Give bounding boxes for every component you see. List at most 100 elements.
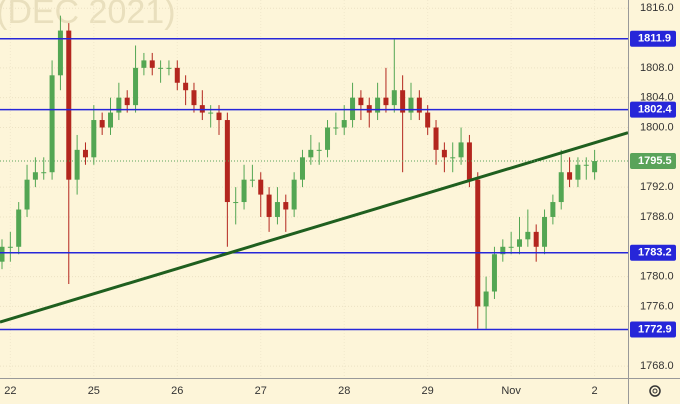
candle-body bbox=[41, 172, 47, 174]
candle-body bbox=[308, 149, 314, 158]
y-tick-label: 1800.0 bbox=[640, 121, 674, 133]
candle-body bbox=[425, 112, 431, 128]
candle-body bbox=[450, 157, 456, 159]
gear[interactable] bbox=[649, 385, 661, 397]
candle-body bbox=[341, 120, 347, 128]
candle-body bbox=[483, 291, 489, 307]
candle-body bbox=[400, 90, 406, 113]
candle-body bbox=[66, 30, 72, 180]
candle-body bbox=[266, 194, 272, 217]
candle-body bbox=[133, 67, 139, 106]
candle-body bbox=[542, 216, 548, 247]
candle-body bbox=[99, 120, 105, 128]
candle-body bbox=[224, 120, 230, 203]
x-tick-label: 2 bbox=[592, 385, 598, 397]
candle-body bbox=[241, 179, 247, 203]
settings-icon[interactable] bbox=[649, 385, 661, 397]
candle-body bbox=[108, 112, 114, 128]
candle-body bbox=[208, 112, 214, 114]
candle-body bbox=[82, 149, 88, 158]
candle-body bbox=[408, 97, 414, 113]
candle-body bbox=[375, 97, 381, 113]
level-label: 1811.9 bbox=[638, 33, 671, 45]
level-label-box bbox=[630, 30, 676, 47]
candle-body bbox=[325, 127, 331, 150]
watermark: (DEC 2021) bbox=[0, 0, 176, 31]
candle-body bbox=[74, 149, 80, 180]
candle-body bbox=[183, 82, 189, 91]
candle-body bbox=[57, 30, 63, 76]
candle-body bbox=[291, 179, 297, 210]
candle-body bbox=[391, 90, 397, 106]
candle-body bbox=[441, 149, 447, 158]
candle-body bbox=[16, 209, 22, 247]
candle-body bbox=[466, 142, 472, 180]
candle-body bbox=[158, 67, 164, 69]
candle-body bbox=[508, 246, 514, 248]
y-tick-label: 1776.0 bbox=[640, 300, 674, 312]
candle-body bbox=[116, 97, 122, 113]
candle-body bbox=[216, 112, 222, 121]
candle-body bbox=[191, 90, 197, 106]
candle-body bbox=[49, 75, 55, 173]
x-tick-label: 22 bbox=[4, 385, 16, 397]
candle-body bbox=[316, 149, 322, 151]
candle-body bbox=[149, 60, 155, 68]
candle-body bbox=[567, 172, 573, 180]
level-label: 1802.4 bbox=[638, 104, 673, 116]
y-tick-label: 1788.0 bbox=[640, 211, 674, 223]
candle-body bbox=[458, 142, 464, 158]
level-label-box bbox=[630, 321, 676, 338]
candle-body bbox=[174, 67, 180, 83]
y-tick-label: 1780.0 bbox=[640, 271, 674, 283]
y-tick-label: 1804.0 bbox=[640, 92, 674, 104]
candle-body bbox=[141, 60, 147, 68]
candle-body bbox=[383, 97, 389, 106]
x-tick-label: 29 bbox=[422, 385, 434, 397]
candle-body bbox=[299, 157, 305, 180]
candle-body bbox=[558, 172, 564, 203]
candle-body bbox=[258, 179, 264, 195]
candle-body bbox=[91, 120, 97, 158]
candle-body bbox=[575, 164, 581, 180]
x-tick-label: 28 bbox=[338, 385, 350, 397]
candle-body bbox=[124, 97, 130, 106]
last-price-box bbox=[630, 153, 676, 170]
candle-body bbox=[525, 231, 531, 240]
level-label: 1772.9 bbox=[638, 323, 672, 335]
candle-body bbox=[416, 97, 422, 113]
x-tick-label: Nov bbox=[501, 385, 521, 397]
candle-body bbox=[358, 97, 364, 106]
level-label-box bbox=[630, 101, 676, 118]
candle-body bbox=[475, 179, 481, 307]
candle-body bbox=[516, 239, 522, 247]
y-tick-label: 1816.0 bbox=[640, 2, 674, 14]
candle-body bbox=[500, 246, 506, 255]
level-label: 1783.2 bbox=[638, 247, 672, 259]
y-tick-label: 1768.0 bbox=[640, 360, 674, 372]
candle-body bbox=[7, 246, 13, 248]
level-label-box bbox=[630, 244, 676, 261]
candle-body bbox=[333, 127, 339, 129]
candle-body bbox=[433, 127, 439, 150]
gear-hub[interactable] bbox=[652, 388, 658, 394]
candle-body bbox=[583, 164, 589, 166]
candle-body bbox=[274, 202, 280, 217]
y-tick-label: 1808.0 bbox=[640, 62, 674, 74]
trend-line bbox=[0, 131, 629, 324]
candle-body bbox=[0, 246, 5, 262]
candle-body bbox=[249, 179, 255, 181]
plot: (DEC 2021) bbox=[0, 0, 629, 378]
x-tick-label: 27 bbox=[255, 385, 267, 397]
candle-body bbox=[550, 202, 556, 217]
candle-body bbox=[533, 231, 539, 247]
candle-body bbox=[32, 172, 38, 180]
candle-body bbox=[592, 161, 598, 173]
candle-body bbox=[283, 202, 289, 210]
candle-body bbox=[233, 202, 239, 204]
last-price-label: 1795.5 bbox=[638, 155, 672, 167]
candle-body bbox=[166, 67, 172, 69]
